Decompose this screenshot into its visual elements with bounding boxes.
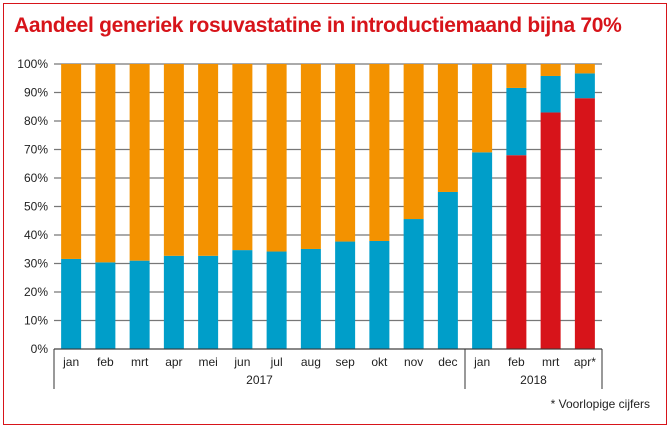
bar-overig	[506, 64, 527, 88]
bar-generiek	[163, 255, 184, 349]
bar-overig	[266, 64, 287, 252]
x-tick-label: dec	[438, 355, 457, 369]
bar-generiek	[232, 250, 253, 349]
chart-frame	[3, 3, 667, 425]
y-tick-label: 70%	[24, 143, 48, 157]
bar-generiek	[300, 248, 321, 349]
y-tick-label: 20%	[24, 285, 48, 299]
bar-generiek-introductiemaand	[506, 155, 527, 349]
bar-overig	[437, 64, 458, 192]
x-tick-label: okt	[371, 355, 388, 369]
x-tick-label: feb	[508, 355, 525, 369]
group-label: 2018	[520, 373, 547, 387]
bar-overig	[300, 64, 321, 249]
bar-overig	[574, 64, 595, 74]
bar-generiek	[266, 251, 287, 349]
bar-overig	[540, 64, 561, 76]
bar-generiek-introductiemaand	[540, 112, 561, 349]
bar-generiek	[198, 255, 219, 349]
footnote: * Voorlopige cijfers	[550, 397, 650, 411]
bar-generiek	[95, 262, 116, 349]
bar-overig	[232, 64, 253, 251]
y-tick-label: 30%	[24, 257, 48, 271]
bar-overig	[163, 64, 184, 256]
x-tick-label: jul	[270, 355, 283, 369]
x-tick-label: jan	[62, 355, 79, 369]
bar-generiek	[540, 75, 561, 113]
bar-generiek	[369, 240, 390, 349]
bar-generiek	[506, 87, 527, 156]
x-tick-label: nov	[404, 355, 423, 369]
bar-generiek	[335, 241, 356, 349]
group-label: 2017	[246, 373, 273, 387]
bar-overig	[403, 64, 424, 220]
bar-overig	[335, 64, 356, 242]
y-tick-label: 10%	[24, 314, 48, 328]
x-tick-label: mrt	[542, 355, 560, 369]
y-tick-label: 0%	[31, 342, 49, 356]
y-tick-label: 100%	[17, 57, 48, 71]
bar-generiek	[403, 219, 424, 349]
x-tick-label: feb	[97, 355, 114, 369]
y-tick-label: 50%	[24, 200, 48, 214]
x-tick-label: apr*	[574, 355, 596, 369]
x-tick-label: mei	[198, 355, 217, 369]
x-tick-label: jan	[473, 355, 490, 369]
bar-generiek	[437, 191, 458, 349]
bar-overig	[472, 64, 493, 153]
bar-generiek	[129, 260, 150, 349]
y-tick-label: 60%	[24, 171, 48, 185]
y-tick-label: 90%	[24, 86, 48, 100]
bar-overig	[198, 64, 219, 256]
bar-generiek	[574, 73, 595, 99]
bar-overig	[95, 64, 116, 263]
x-tick-label: apr	[165, 355, 182, 369]
x-tick-label: sep	[335, 355, 355, 369]
x-tick-label: aug	[301, 355, 321, 369]
bar-generiek	[472, 152, 493, 349]
y-tick-label: 40%	[24, 228, 48, 242]
y-tick-label: 80%	[24, 114, 48, 128]
bar-overig	[61, 64, 82, 259]
bar-generiek	[61, 258, 82, 349]
bar-overig	[369, 64, 390, 241]
bar-generiek-introductiemaand	[574, 98, 595, 349]
bar-overig	[129, 64, 150, 261]
chart-title: Aandeel generiek rosuvastatine in introd…	[14, 14, 622, 37]
x-tick-label: mrt	[131, 355, 149, 369]
x-tick-label: jun	[233, 355, 250, 369]
